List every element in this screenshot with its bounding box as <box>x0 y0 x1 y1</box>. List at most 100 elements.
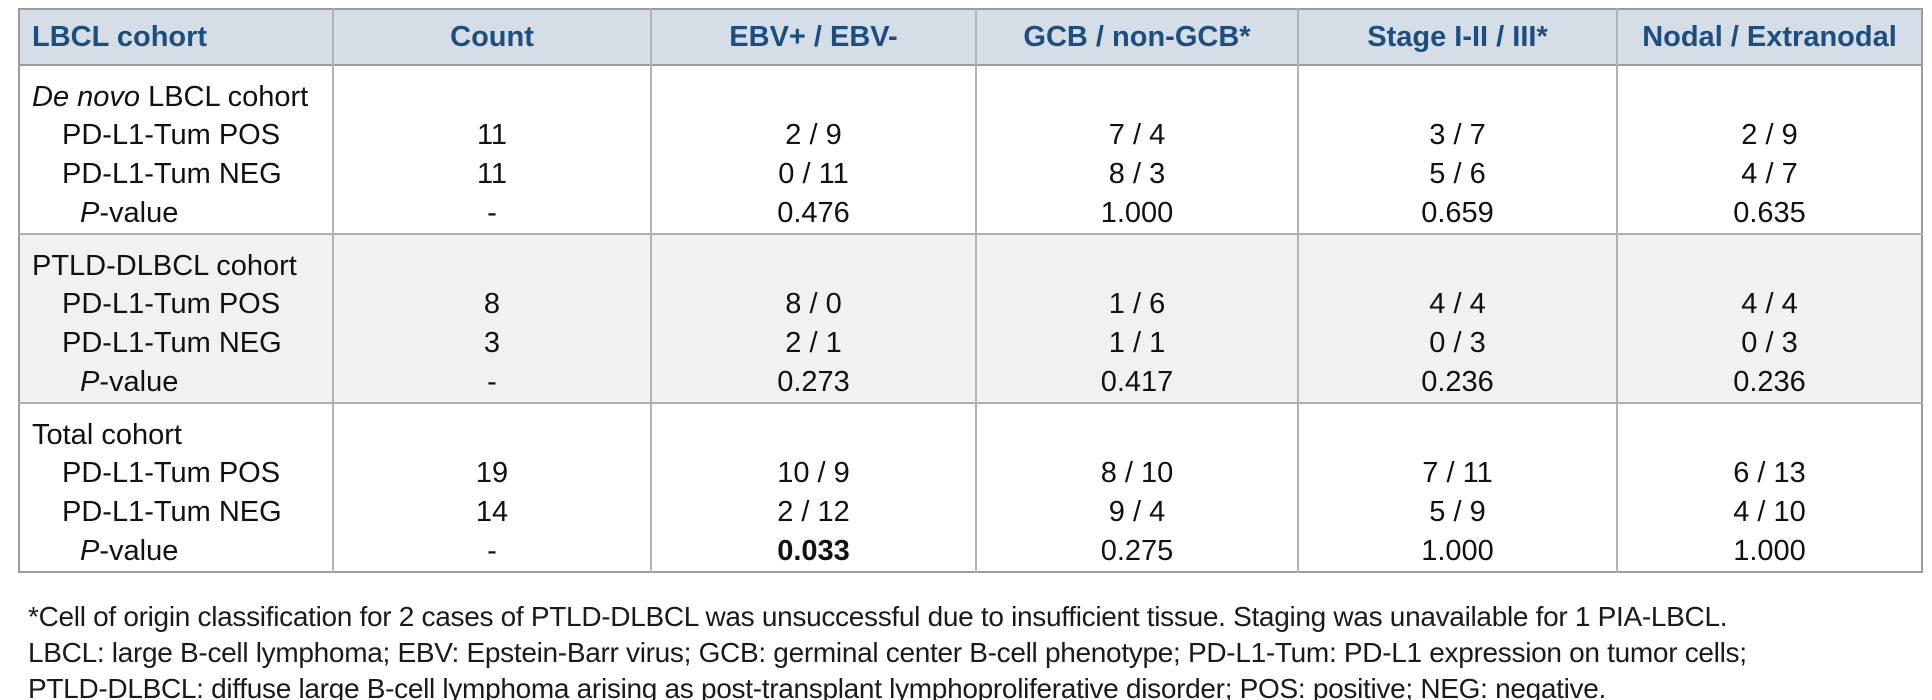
empty-cell <box>332 234 651 285</box>
cell-gcb: 1 / 1 <box>975 324 1298 363</box>
cell-ebv: 0.476 <box>650 194 976 234</box>
p-rest: -value <box>99 366 179 398</box>
cell-ebv: 8 / 0 <box>650 285 976 324</box>
section-title-text: PTLD-DLBCL cohort <box>32 250 297 282</box>
cell-count: - <box>332 363 651 403</box>
section-title-text: LBCL cohort <box>140 81 309 113</box>
p-value-row: P-value - 0.476 1.000 0.659 0.635 <box>19 194 1922 234</box>
column-header-gcb: GCB / non-GCB* <box>975 9 1298 65</box>
cell-stage: 5 / 6 <box>1297 155 1617 194</box>
cell-count: - <box>332 532 651 572</box>
section-label-row: De novo LBCL cohort <box>19 65 1922 116</box>
cell-count: 11 <box>332 155 651 194</box>
cell-ebv: 10 / 9 <box>650 454 976 493</box>
cell-nodal: 4 / 4 <box>1616 285 1922 324</box>
row-label: PD-L1-Tum NEG <box>62 496 282 528</box>
cell-ebv: 2 / 1 <box>650 324 976 363</box>
row-label: PD-L1-Tum NEG <box>62 327 282 359</box>
empty-cell <box>650 403 976 454</box>
p-rest: -value <box>99 535 179 567</box>
cell-nodal: 1.000 <box>1616 532 1922 572</box>
empty-cell <box>1616 234 1922 285</box>
cell-stage: 0.236 <box>1297 363 1617 403</box>
cell-stage: 3 / 7 <box>1297 116 1617 155</box>
section-ptld-dlbcl: PTLD-DLBCL cohort PD-L1-Tum POS 8 8 / 0 … <box>19 234 1922 403</box>
cohort-comparison-table: LBCL cohort Count EBV+ / EBV- GCB / non-… <box>18 8 1923 573</box>
cell-ebv-significant: 0.033 <box>650 532 976 572</box>
cell-gcb: 0.275 <box>975 532 1298 572</box>
empty-cell <box>975 65 1298 116</box>
cell-gcb: 8 / 3 <box>975 155 1298 194</box>
section-title: PTLD-DLBCL cohort <box>19 234 333 285</box>
section-label-row: Total cohort <box>19 403 1922 454</box>
cell-gcb: 8 / 10 <box>975 454 1298 493</box>
cell-stage: 0 / 3 <box>1297 324 1617 363</box>
p-rest: -value <box>99 197 179 229</box>
cell-gcb: 7 / 4 <box>975 116 1298 155</box>
cell-gcb: 1.000 <box>975 194 1298 234</box>
cell-nodal: 2 / 9 <box>1616 116 1922 155</box>
column-header-stage: Stage I-II / III* <box>1297 9 1617 65</box>
cell-nodal: 0.635 <box>1616 194 1922 234</box>
empty-cell <box>1297 65 1617 116</box>
cell-count: 8 <box>332 285 651 324</box>
p-italic: P <box>80 366 100 398</box>
p-value-label: P-value <box>19 532 333 572</box>
cell-gcb: 1 / 6 <box>975 285 1298 324</box>
p-value-label: P-value <box>19 363 333 403</box>
cell-nodal: 0.236 <box>1616 363 1922 403</box>
empty-cell <box>1297 403 1617 454</box>
empty-cell <box>1297 234 1617 285</box>
p-italic: P <box>80 197 100 229</box>
row-label: PD-L1-Tum POS <box>62 119 281 151</box>
table-row: PD-L1-Tum POS 11 2 / 9 7 / 4 3 / 7 2 / 9 <box>19 116 1922 155</box>
table-row: PD-L1-Tum NEG 11 0 / 11 8 / 3 5 / 6 4 / … <box>19 155 1922 194</box>
empty-cell <box>975 403 1298 454</box>
empty-cell <box>332 65 651 116</box>
cell-gcb: 9 / 4 <box>975 493 1298 532</box>
footnote-line: PTLD-DLBCL: diffuse large B-cell lymphom… <box>28 673 1607 700</box>
column-header-count: Count <box>332 9 651 65</box>
empty-cell <box>650 65 976 116</box>
cell-ebv: 2 / 12 <box>650 493 976 532</box>
empty-cell <box>1616 65 1922 116</box>
cell-nodal: 4 / 7 <box>1616 155 1922 194</box>
table-row: PD-L1-Tum NEG 3 2 / 1 1 / 1 0 / 3 0 / 3 <box>19 324 1922 363</box>
p-italic: P <box>80 535 100 567</box>
cell-ebv: 2 / 9 <box>650 116 976 155</box>
header-row: LBCL cohort Count EBV+ / EBV- GCB / non-… <box>19 9 1922 65</box>
cell-stage: 1.000 <box>1297 532 1617 572</box>
table-footnotes: *Cell of origin classification for 2 cas… <box>28 599 1932 700</box>
cell-stage: 5 / 9 <box>1297 493 1617 532</box>
empty-cell <box>975 234 1298 285</box>
cell-count: 19 <box>332 454 651 493</box>
table-row: PD-L1-Tum POS 8 8 / 0 1 / 6 4 / 4 4 / 4 <box>19 285 1922 324</box>
cell-stage: 0.659 <box>1297 194 1617 234</box>
p-value-row: P-value - 0.273 0.417 0.236 0.236 <box>19 363 1922 403</box>
section-title-italic: De novo <box>32 81 141 113</box>
table-row: PD-L1-Tum NEG 14 2 / 12 9 / 4 5 / 9 4 / … <box>19 493 1922 532</box>
p-value-row: P-value - 0.033 0.275 1.000 1.000 <box>19 532 1922 572</box>
section-title-text: Total cohort <box>32 419 182 451</box>
row-label: PD-L1-Tum POS <box>62 457 281 489</box>
cell-count: 14 <box>332 493 651 532</box>
cell-count: 3 <box>332 324 651 363</box>
table-header: LBCL cohort Count EBV+ / EBV- GCB / non-… <box>19 9 1922 65</box>
cell-ebv: 0 / 11 <box>650 155 976 194</box>
cell-nodal: 4 / 10 <box>1616 493 1922 532</box>
row-label: PD-L1-Tum NEG <box>62 158 282 190</box>
cell-ebv: 0.273 <box>650 363 976 403</box>
cell-stage: 7 / 11 <box>1297 454 1617 493</box>
cell-nodal: 0 / 3 <box>1616 324 1922 363</box>
section-title: De novo LBCL cohort <box>19 65 333 116</box>
cell-gcb: 0.417 <box>975 363 1298 403</box>
column-header-nodal: Nodal / Extranodal <box>1616 9 1922 65</box>
p-value-label: P-value <box>19 194 333 234</box>
empty-cell <box>332 403 651 454</box>
section-label-row: PTLD-DLBCL cohort <box>19 234 1922 285</box>
empty-cell <box>650 234 976 285</box>
cell-count: - <box>332 194 651 234</box>
footnote-line: *Cell of origin classification for 2 cas… <box>28 601 1728 632</box>
column-header-ebv: EBV+ / EBV- <box>650 9 976 65</box>
